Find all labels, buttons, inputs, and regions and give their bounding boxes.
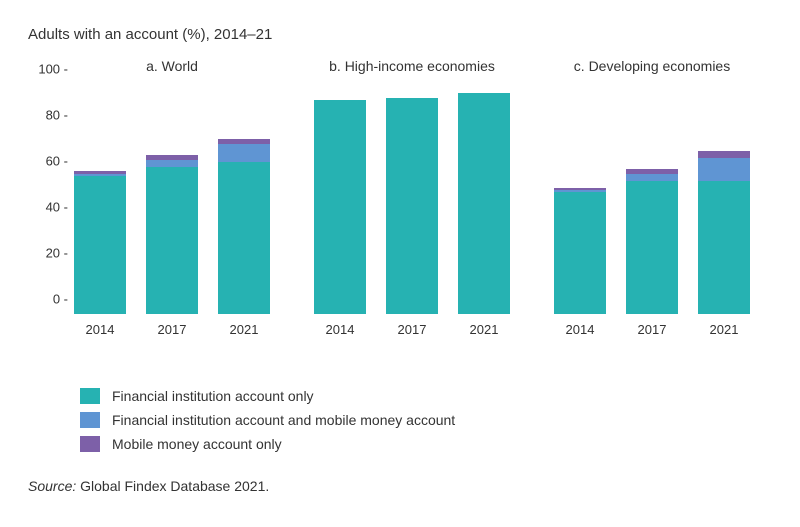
legend-item: Financial institution account only — [80, 388, 455, 404]
chart-area: a. World b. High-income economies c. Devel… — [30, 58, 770, 348]
x-tick-label: 2017 — [626, 314, 678, 337]
x-tick-label: 2014 — [74, 314, 126, 337]
bar-segment-fi-only — [386, 98, 438, 314]
y-tick: 40 - — [46, 200, 68, 215]
bar: 2017 — [626, 84, 678, 314]
bar-segment-mm-only — [146, 155, 198, 160]
bar: 2021 — [218, 84, 270, 314]
legend-label: Financial institution account only — [112, 388, 314, 404]
bar-segment-fi-only — [74, 176, 126, 314]
bar-segment-fi-only — [626, 181, 678, 314]
legend-label: Mobile money account only — [112, 436, 282, 452]
bar-segment-fi-only — [314, 100, 366, 314]
bar-segment-mm-only — [698, 151, 750, 158]
x-tick-label: 2021 — [458, 314, 510, 337]
bar: 2014 — [554, 84, 606, 314]
x-tick-label: 2017 — [146, 314, 198, 337]
bar-segment-fi-only — [458, 93, 510, 314]
source-text: Global Findex Database 2021. — [76, 478, 269, 494]
bar: 2017 — [386, 84, 438, 314]
bar: 2014 — [314, 84, 366, 314]
chart-subtitle: Adults with an account (%), 2014–21 — [28, 26, 272, 43]
x-tick-label: 2017 — [386, 314, 438, 337]
bar-segment-fi-only — [146, 167, 198, 314]
bar-segment-mm-only — [74, 171, 126, 173]
x-tick-label: 2021 — [698, 314, 750, 337]
legend: Financial institution account only Financ… — [80, 388, 455, 460]
x-tick-label: 2021 — [218, 314, 270, 337]
x-tick-label: 2014 — [554, 314, 606, 337]
bar-segment-both — [74, 174, 126, 176]
bar-segment-both — [218, 144, 270, 162]
bar-segment-fi-only — [554, 192, 606, 314]
plot-area: 2014 2017 2021 2014 2017 2021 2014 2017 2021 — [74, 84, 770, 314]
bar: 2021 — [698, 84, 750, 314]
panel-title: b. High-income economies — [329, 58, 495, 74]
bar-segment-both — [626, 174, 678, 181]
panel-title: a. World — [146, 58, 198, 74]
y-axis: 0 -20 -40 -60 -80 -100 - — [30, 84, 74, 314]
y-tick: 60 - — [46, 154, 68, 169]
panel-title: c. Developing economies — [574, 58, 730, 74]
bar: 2014 — [74, 84, 126, 314]
y-tick: 0 - — [53, 292, 68, 307]
bar-segment-fi-only — [698, 181, 750, 314]
legend-item: Mobile money account only — [80, 436, 455, 452]
bar-segment-mm-only — [554, 188, 606, 190]
legend-swatch — [80, 436, 100, 452]
bar-segment-both — [146, 160, 198, 167]
y-tick: 20 - — [46, 246, 68, 261]
panel-titles: a. World b. High-income economies c. Devel… — [74, 58, 770, 82]
bar-groups: 2014 2017 2021 2014 2017 2021 2014 2017 2021 — [74, 84, 770, 314]
bar-segment-both — [554, 190, 606, 192]
bar-segment-mm-only — [218, 139, 270, 144]
legend-swatch — [80, 412, 100, 428]
legend-label: Financial institution account and mobile… — [112, 412, 455, 428]
legend-item: Financial institution account and mobile… — [80, 412, 455, 428]
y-tick: 80 - — [46, 108, 68, 123]
source-prefix: Source: — [28, 478, 76, 494]
bar-segment-mm-only — [626, 169, 678, 174]
bar-segment-both — [698, 158, 750, 181]
x-tick-label: 2014 — [314, 314, 366, 337]
y-tick: 100 - — [38, 62, 68, 77]
bar-segment-fi-only — [218, 162, 270, 314]
bar: 2021 — [458, 84, 510, 314]
legend-swatch — [80, 388, 100, 404]
bar: 2017 — [146, 84, 198, 314]
source-line: Source: Global Findex Database 2021. — [28, 478, 269, 494]
